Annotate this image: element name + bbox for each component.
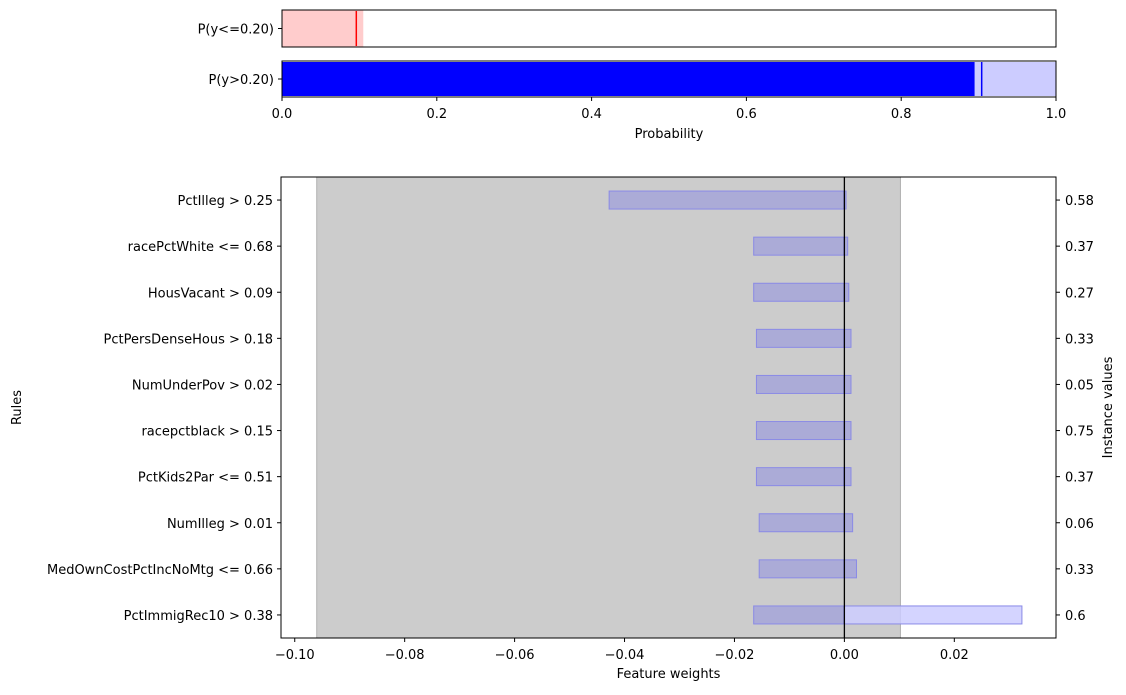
prob-xtick-label: 0.8 (891, 107, 912, 122)
instance-values-axis-label: Instance values (1101, 356, 1116, 458)
instance-value: 0.37 (1065, 240, 1094, 255)
rule-label: PctImmigRec10 > 0.38 (124, 609, 273, 624)
prob-ytick-label: P(y>0.20) (208, 73, 274, 88)
instance-value: 0.05 (1065, 378, 1094, 393)
prob-x-axis-label: Probability (635, 127, 704, 142)
rules-xtick-label: 0.02 (940, 648, 969, 663)
rule-bar-positive (843, 605, 1023, 625)
rule-bar-positive (843, 513, 854, 533)
rule-label: MedOwnCostPctIncNoMtg <= 0.66 (47, 563, 273, 578)
rule-label: racePctWhite <= 0.68 (128, 240, 273, 255)
rule-bar-negative (758, 559, 845, 579)
rule-label: racepctblack > 0.15 (141, 425, 273, 440)
rules-xtick-label: −0.04 (605, 648, 645, 663)
rule-bar-negative (753, 605, 845, 625)
prob-bar-range (282, 10, 364, 47)
prob-xtick-label: 1.0 (1046, 107, 1067, 122)
rules-xtick-label: −0.08 (385, 648, 425, 663)
rules-xtick-label: 0.00 (830, 648, 859, 663)
prob-axes-0 (282, 10, 1056, 47)
rule-bar-positive (843, 328, 852, 348)
rules-y-axis-label: Rules (10, 390, 25, 425)
instance-value: 0.33 (1065, 332, 1094, 347)
rule-label: PctKids2Par <= 0.51 (138, 471, 273, 486)
probability-panel: P(y<=0.20) P(y>0.20) 0.0 0.2 0.4 0.6 0.8 1.0 Pro… (198, 9, 1067, 142)
instance-value: 0.75 (1065, 425, 1094, 440)
rule-bar-positive (843, 421, 852, 441)
rule-bar-negative (755, 328, 845, 348)
rule-label: NumIlleg > 0.01 (167, 517, 273, 532)
rules-xtick-label: −0.10 (275, 648, 315, 663)
instance-value: 0.58 (1065, 194, 1094, 209)
instance-value: 0.06 (1065, 517, 1094, 532)
rule-bar-negative (755, 421, 845, 441)
rule-bar-positive (843, 374, 852, 394)
rule-bar-negative (608, 190, 845, 210)
instance-value: 0.33 (1065, 563, 1094, 578)
rule-label: NumUnderPov > 0.02 (132, 378, 273, 393)
prob-ytick-label: P(y<=0.20) (198, 23, 274, 38)
rule-bar-negative (753, 282, 845, 302)
rule-bar-negative (755, 467, 845, 487)
prob-bar-solid (282, 62, 975, 96)
rules-x-axis-label: Feature weights (617, 667, 721, 682)
rule-bar-positive (843, 282, 850, 302)
instance-value: 0.27 (1065, 286, 1094, 301)
prob-xtick-label: 0.4 (581, 107, 602, 122)
prob-xtick-label: 0.2 (426, 107, 447, 122)
rule-bar-negative (755, 374, 845, 394)
rule-label: PctIlleg > 0.25 (178, 194, 274, 209)
rules-axes-frame (280, 176, 1057, 639)
rules-xtick-label: −0.02 (715, 648, 755, 663)
rules-xtick-label: −0.06 (495, 648, 535, 663)
rule-label: PctPersDenseHous > 0.18 (104, 332, 273, 347)
rule-bar-positive (843, 467, 852, 487)
prob-bar-range (974, 62, 1056, 96)
feature-weights-panel: PctIlleg > 0.25 0.58 racePctWhite <= 0.68 0… (10, 176, 1116, 682)
rule-bar-negative (758, 513, 845, 533)
instance-value: 0.37 (1065, 471, 1094, 486)
instance-value: 0.6 (1065, 609, 1086, 624)
rule-label: HousVacant > 0.09 (148, 286, 273, 301)
prob-xtick-label: 0.0 (272, 107, 293, 122)
rule-bar-negative (753, 236, 845, 256)
rule-bar-positive (843, 559, 857, 579)
prob-xtick-label: 0.6 (736, 107, 757, 122)
